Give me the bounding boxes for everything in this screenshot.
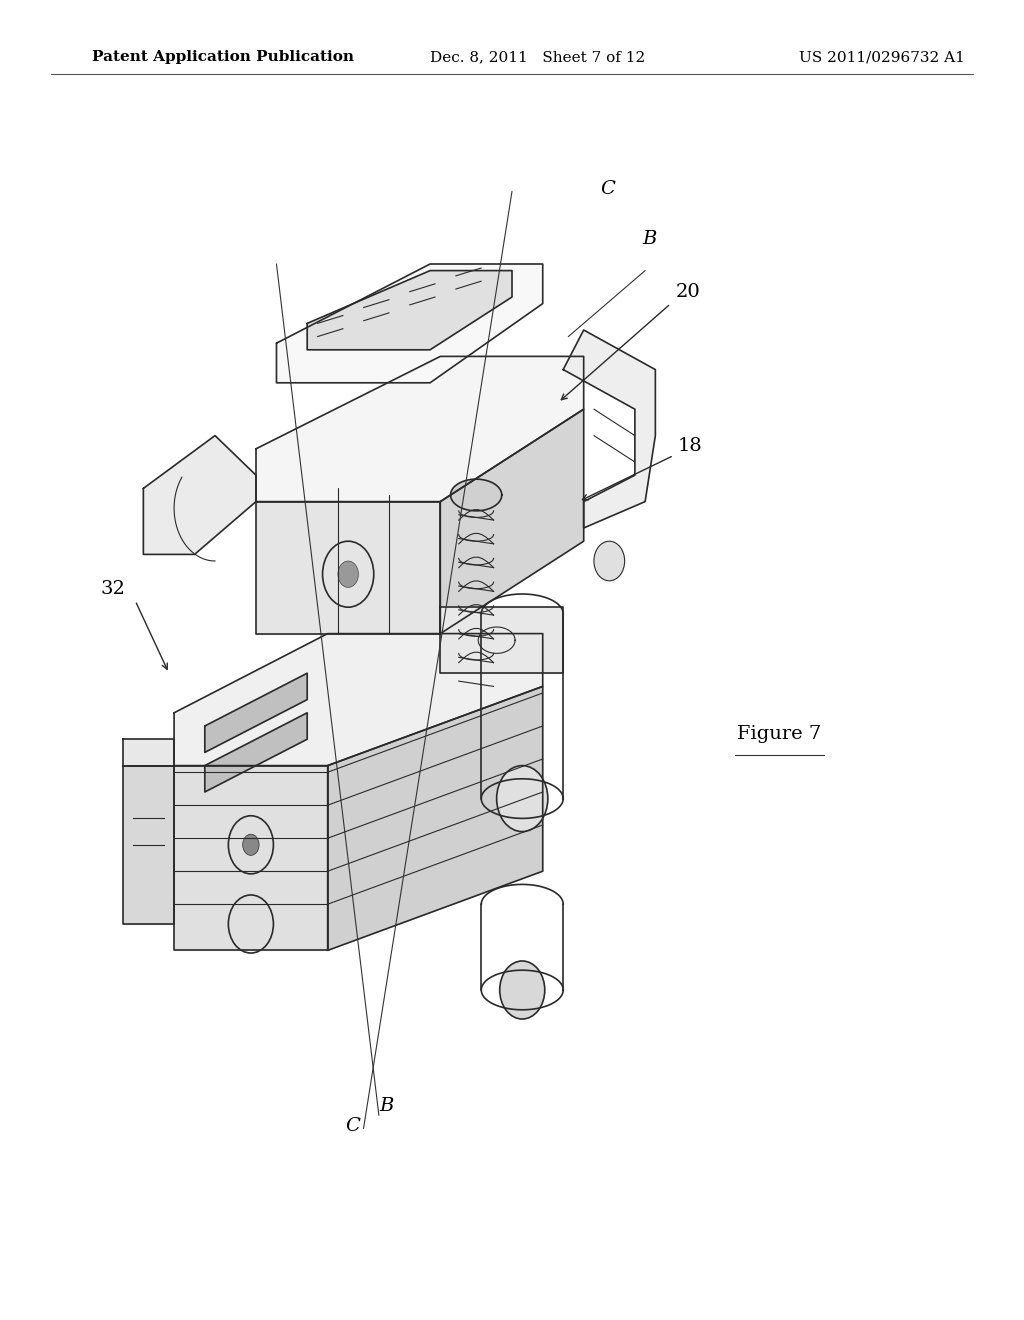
Circle shape — [500, 961, 545, 1019]
Text: 18: 18 — [678, 437, 702, 455]
Polygon shape — [174, 634, 543, 766]
Polygon shape — [328, 686, 543, 950]
Circle shape — [594, 541, 625, 581]
Text: B: B — [642, 230, 656, 248]
Text: 32: 32 — [100, 579, 125, 598]
Text: Figure 7: Figure 7 — [737, 725, 821, 743]
Polygon shape — [563, 330, 655, 528]
Text: 20: 20 — [676, 282, 700, 301]
Polygon shape — [440, 607, 563, 673]
Polygon shape — [307, 271, 512, 350]
Polygon shape — [256, 356, 584, 502]
Circle shape — [497, 766, 548, 832]
Text: B: B — [379, 1097, 393, 1115]
Polygon shape — [451, 479, 502, 511]
Text: Patent Application Publication: Patent Application Publication — [92, 50, 354, 65]
Polygon shape — [143, 436, 256, 554]
Polygon shape — [276, 264, 543, 383]
Text: Dec. 8, 2011   Sheet 7 of 12: Dec. 8, 2011 Sheet 7 of 12 — [430, 50, 645, 65]
Polygon shape — [256, 502, 440, 634]
Text: C: C — [600, 180, 615, 198]
Polygon shape — [123, 739, 174, 766]
Polygon shape — [123, 766, 174, 924]
Circle shape — [338, 561, 358, 587]
Polygon shape — [174, 766, 328, 950]
Circle shape — [243, 834, 259, 855]
Polygon shape — [205, 713, 307, 792]
Polygon shape — [205, 673, 307, 752]
Text: US 2011/0296732 A1: US 2011/0296732 A1 — [799, 50, 965, 65]
Polygon shape — [440, 409, 584, 634]
Text: C: C — [345, 1117, 360, 1135]
